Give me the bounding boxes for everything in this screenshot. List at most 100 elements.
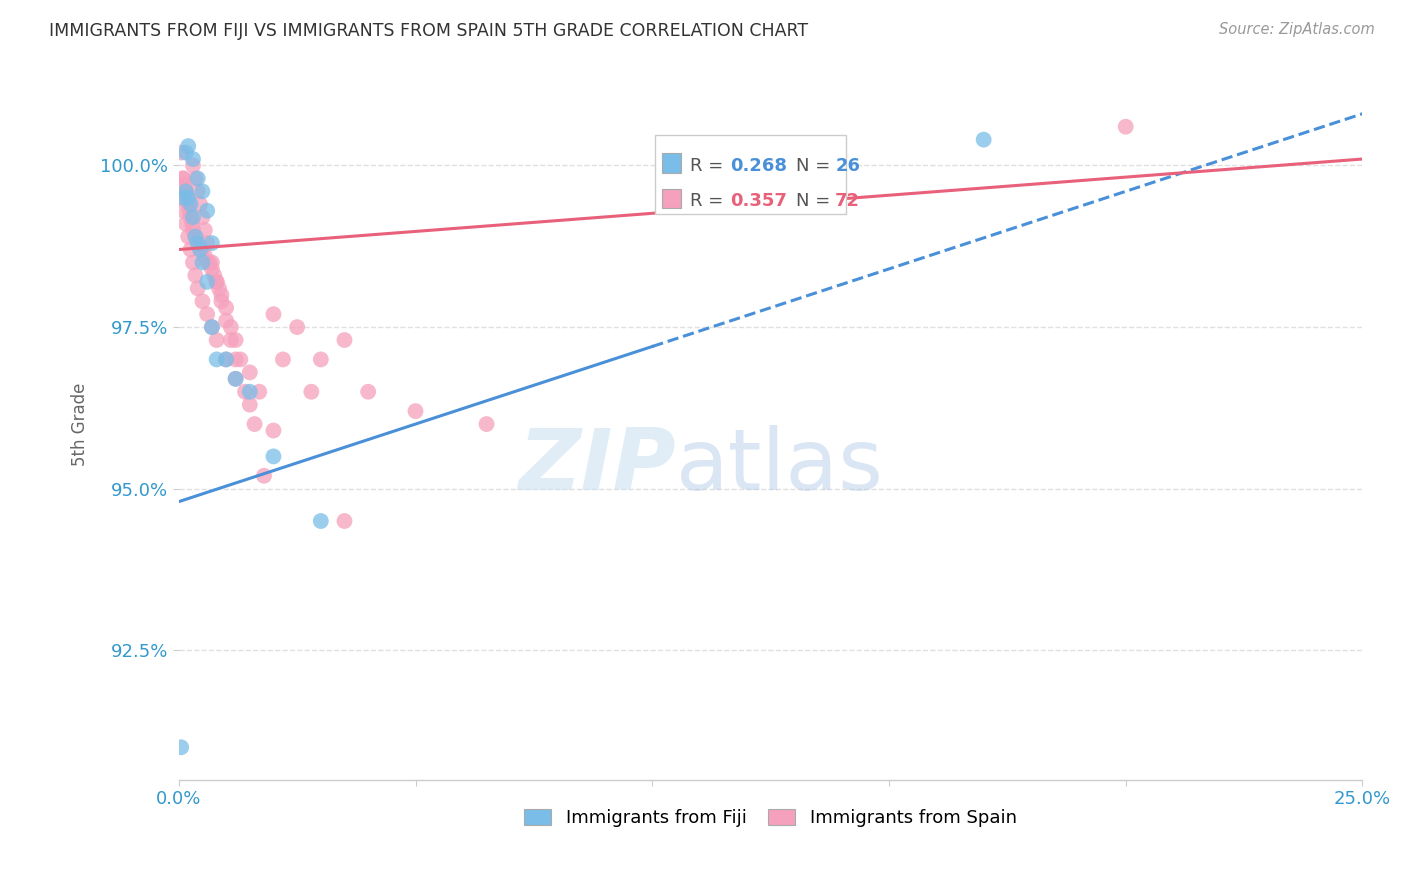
- Point: [174, 145, 197, 160]
- Text: atlas: atlas: [676, 425, 884, 508]
- Point: [229, 352, 252, 367]
- Point: [188, 243, 211, 257]
- Point: [225, 372, 247, 386]
- Point: [253, 468, 276, 483]
- Point: [225, 333, 247, 347]
- Point: [191, 211, 214, 225]
- Point: [191, 243, 214, 257]
- Legend: Immigrants from Fiji, Immigrants from Spain: Immigrants from Fiji, Immigrants from Sp…: [517, 802, 1024, 835]
- Text: R =: R =: [690, 157, 730, 175]
- Point: [188, 197, 211, 211]
- Point: [205, 352, 228, 367]
- Point: [225, 372, 247, 386]
- Point: [181, 211, 204, 225]
- Point: [177, 139, 200, 153]
- Point: [247, 384, 270, 399]
- Point: [181, 223, 204, 237]
- Point: [239, 398, 262, 412]
- Point: [184, 171, 207, 186]
- Point: [177, 197, 200, 211]
- Point: [177, 229, 200, 244]
- Text: 26: 26: [835, 157, 860, 175]
- Point: [187, 185, 209, 199]
- Point: [215, 352, 238, 367]
- Text: ZIP: ZIP: [519, 425, 676, 508]
- Point: [209, 287, 232, 301]
- Point: [333, 333, 356, 347]
- Point: [184, 268, 207, 283]
- Point: [174, 185, 197, 199]
- Point: [170, 191, 193, 205]
- Text: 72: 72: [835, 193, 860, 211]
- Point: [195, 255, 218, 269]
- Point: [195, 275, 218, 289]
- Point: [205, 333, 228, 347]
- Text: Source: ZipAtlas.com: Source: ZipAtlas.com: [1219, 22, 1375, 37]
- Point: [333, 514, 356, 528]
- Point: [187, 235, 209, 250]
- Y-axis label: 5th Grade: 5th Grade: [72, 383, 89, 466]
- Point: [215, 313, 238, 327]
- Text: R =: R =: [690, 193, 730, 211]
- Point: [309, 514, 332, 528]
- Point: [973, 133, 995, 147]
- Point: [191, 294, 214, 309]
- Point: [225, 352, 247, 367]
- Point: [309, 352, 332, 367]
- Point: [262, 450, 284, 464]
- Point: [173, 203, 195, 218]
- Point: [170, 145, 193, 160]
- Point: [187, 281, 209, 295]
- Point: [209, 294, 232, 309]
- Point: [299, 384, 322, 399]
- Text: IMMIGRANTS FROM FIJI VS IMMIGRANTS FROM SPAIN 5TH GRADE CORRELATION CHART: IMMIGRANTS FROM FIJI VS IMMIGRANTS FROM …: [49, 22, 808, 40]
- Point: [170, 740, 193, 755]
- Point: [173, 178, 195, 192]
- Point: [173, 171, 195, 186]
- Point: [187, 235, 209, 250]
- Point: [262, 307, 284, 321]
- Point: [215, 301, 238, 315]
- Text: N =: N =: [796, 157, 835, 175]
- Point: [179, 203, 201, 218]
- Point: [201, 320, 224, 334]
- Point: [176, 191, 198, 205]
- Point: [219, 333, 242, 347]
- Point: [181, 255, 204, 269]
- Point: [201, 255, 224, 269]
- Point: [233, 384, 256, 399]
- Point: [201, 320, 224, 334]
- Point: [285, 320, 308, 334]
- Point: [173, 191, 195, 205]
- Point: [194, 223, 217, 237]
- Point: [357, 384, 380, 399]
- Point: [201, 235, 224, 250]
- Point: [215, 352, 238, 367]
- Point: [205, 275, 228, 289]
- Point: [181, 217, 204, 231]
- Text: 0.268: 0.268: [730, 157, 787, 175]
- Point: [262, 424, 284, 438]
- Point: [191, 185, 214, 199]
- Point: [191, 255, 214, 269]
- Point: [174, 217, 197, 231]
- Point: [475, 417, 498, 431]
- Text: 0.357: 0.357: [730, 193, 786, 211]
- Point: [205, 275, 228, 289]
- Point: [219, 320, 242, 334]
- Point: [180, 197, 202, 211]
- Point: [177, 191, 200, 205]
- Point: [202, 268, 225, 283]
- Point: [188, 243, 211, 257]
- Point: [180, 211, 202, 225]
- Point: [271, 352, 294, 367]
- Point: [239, 384, 262, 399]
- Point: [239, 365, 262, 379]
- Point: [1115, 120, 1137, 134]
- Point: [195, 307, 218, 321]
- Point: [405, 404, 427, 418]
- Point: [208, 281, 231, 295]
- Point: [180, 243, 202, 257]
- Point: [184, 229, 207, 244]
- Point: [198, 255, 221, 269]
